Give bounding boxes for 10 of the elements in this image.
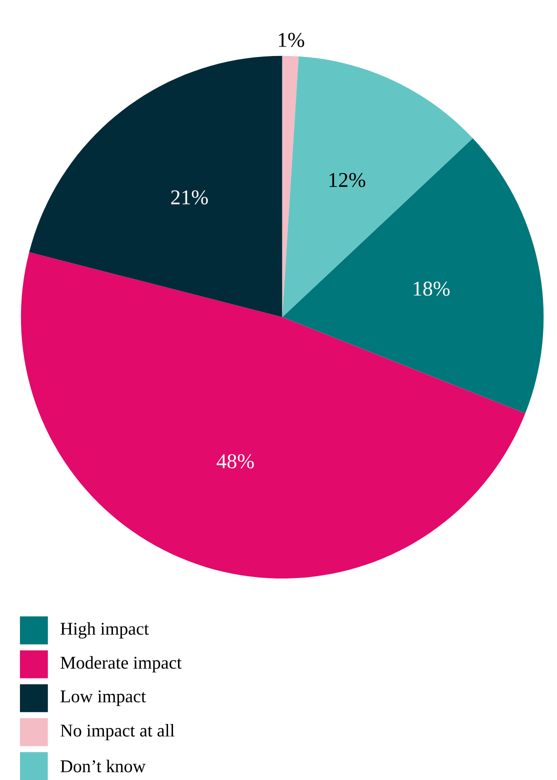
data-label: 18% [414,282,450,296]
legend-label: Low impact [60,690,146,706]
data-label: 1% [279,32,304,48]
data-label: 12% [330,172,366,188]
legend-label: Don’t know [60,760,146,772]
data-label: 48% [216,454,254,468]
legend-label: Moderate impact [60,656,182,672]
legend-label: No impact at all [60,724,175,740]
data-label: 21% [171,190,208,204]
legend-label: High impact [60,622,150,639]
